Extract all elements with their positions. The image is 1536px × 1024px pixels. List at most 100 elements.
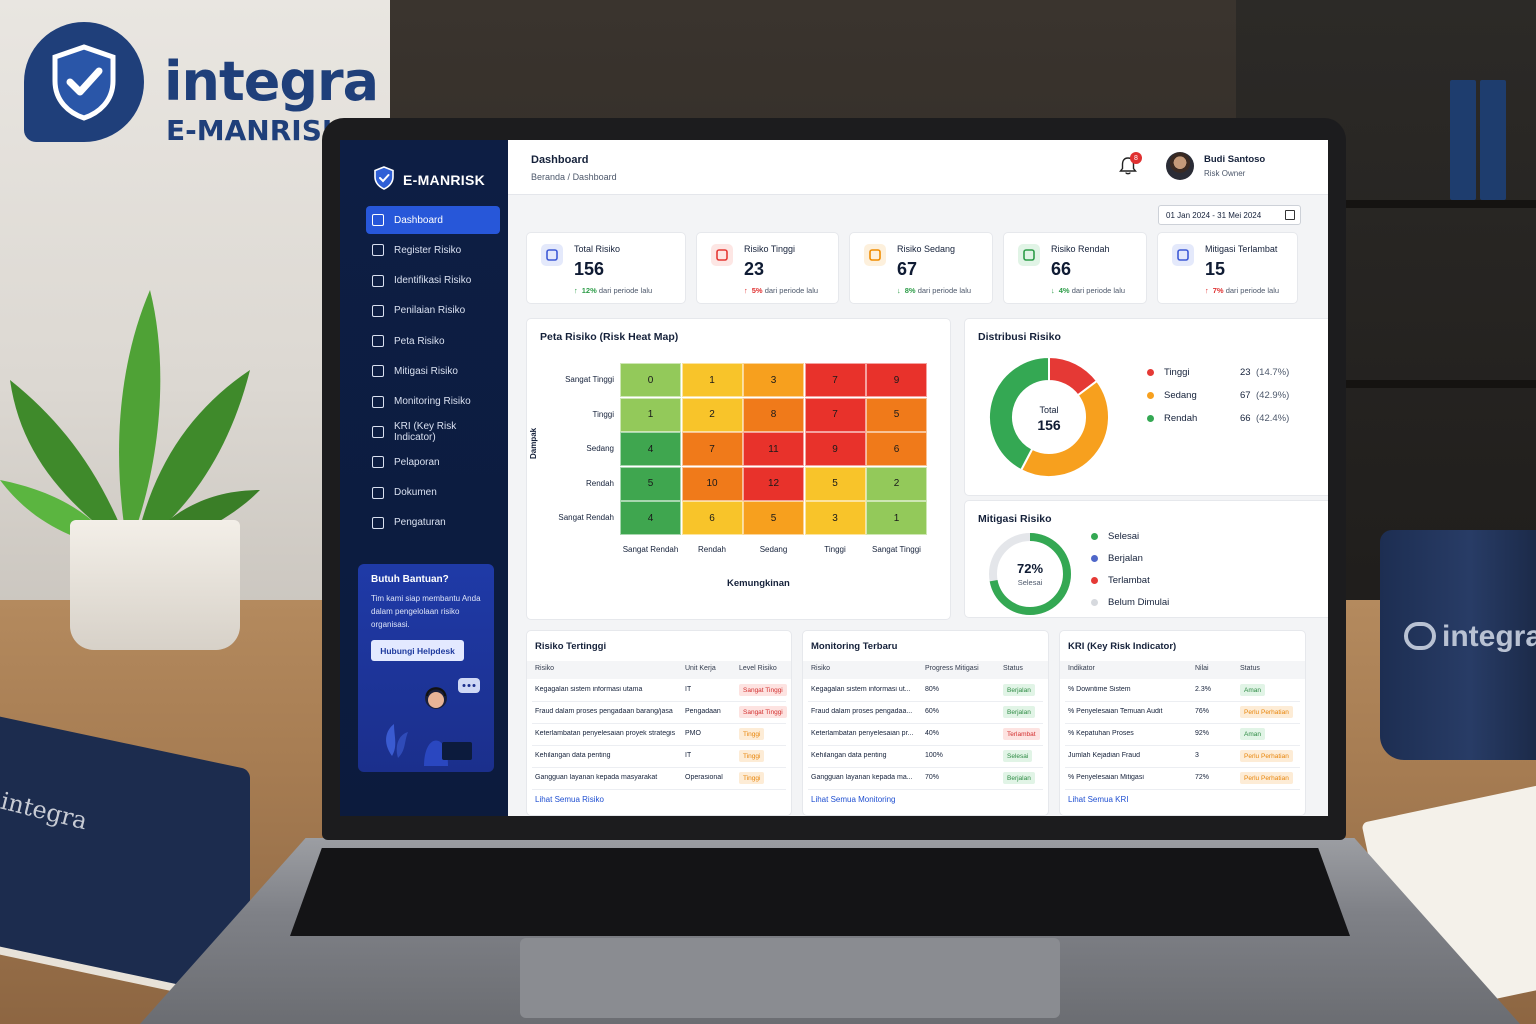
app-logo[interactable]: E-MANRISK (340, 140, 508, 200)
mitigation-card: Mitigasi Risiko 72% Selesai Selesai112Be… (964, 500, 1328, 618)
helpdesk-button[interactable]: Hubungi Helpdesk (371, 640, 464, 661)
kpi-trend-text: dari periode lalu (1225, 286, 1280, 295)
mitigation-center-label: Selesai (1017, 578, 1043, 587)
status-badge: Aman (1240, 728, 1265, 740)
heatmap-cell[interactable]: 5 (866, 397, 927, 432)
kpi-value: 67 (897, 259, 918, 279)
table-header-cell: Progress Mitigasi (925, 665, 979, 672)
sidebar-item-mitigasi[interactable]: Mitigasi Risiko (366, 357, 500, 385)
register-icon (372, 244, 384, 257)
sidebar-item-penilaian[interactable]: Penilaian Risiko (366, 297, 500, 325)
kpi-card-mitigasi-terlambat[interactable]: Mitigasi Terlambat 15 ↑ 7% dari periode lal… (1157, 232, 1298, 304)
infinity-logo-icon (1404, 622, 1436, 650)
heatmap-cell[interactable]: 1 (681, 363, 743, 397)
heatmap-cell[interactable]: 6 (681, 501, 743, 536)
table-row-divider (532, 745, 786, 746)
sidebar-item-dokumen[interactable]: Dokumen (366, 479, 500, 507)
table-header-cell: Status (1240, 665, 1260, 672)
heatmap-cell[interactable]: 5 (743, 501, 804, 536)
heatmap-cell[interactable]: 5 (620, 466, 681, 501)
sidebar-item-register[interactable]: Register Risiko (366, 236, 500, 264)
kpi-value: 23 (744, 259, 765, 279)
table-cell: % Penyelesaian Temuan Audit (1068, 708, 1163, 715)
heatmap-cell[interactable]: 8 (743, 397, 804, 432)
sidebar-item-pengaturan[interactable]: Pengaturan (366, 509, 500, 537)
sidebar-item-dashboard[interactable]: Dashboard (366, 206, 500, 234)
sidebar-item-monitoring[interactable]: Monitoring Risiko (366, 388, 500, 416)
table-cell: 60% (925, 708, 940, 715)
brand-wordmark: integra (164, 50, 379, 113)
kpi-card-total-risiko[interactable]: Total Risiko 156 ↑ 12% dari periode lalu (526, 232, 686, 304)
sidebar-item-peta[interactable]: Peta Risiko (366, 327, 500, 355)
notification-badge: 8 (1130, 152, 1142, 164)
heatmap-cell[interactable]: 9 (804, 432, 866, 467)
top_risks-view-all-link[interactable]: Lihat Semua Risiko (535, 795, 604, 804)
report-icon (372, 456, 384, 469)
legend-value: 67 (1240, 390, 1251, 401)
heatmap-cell[interactable]: 6 (866, 432, 927, 467)
arrow-up-icon: ↑ (744, 286, 748, 295)
status-badge: Berjalan (1003, 684, 1035, 696)
date-range-picker[interactable]: 01 Jan 2024 - 31 Mei 2024 (1158, 205, 1301, 225)
shield-check-icon (24, 22, 144, 142)
kri-view-all-link[interactable]: Lihat Semua KRI (1068, 795, 1129, 804)
heatmap-cell[interactable]: 5 (804, 466, 866, 501)
breadcrumb-home-link[interactable]: Beranda (531, 172, 566, 182)
sidebar-item-identifikasi[interactable]: Identifikasi Risiko (366, 267, 500, 295)
heatmap-cell[interactable]: 4 (620, 501, 681, 536)
sidebar-item-label: Monitoring Risiko (394, 396, 471, 408)
heatmap-cell[interactable]: 3 (743, 363, 804, 397)
heatmap-col-label: Sangat Rendah (622, 545, 679, 554)
heatmap-cell[interactable]: 11 (743, 432, 804, 467)
heatmap-cell[interactable]: 3 (804, 501, 866, 536)
sidebar-item-kri[interactable]: KRI (Key Risk Indicator) (366, 418, 500, 446)
top_risks-title: Risiko Tertinggi (535, 641, 607, 652)
table-cell: Keterlambatan penyelesaian proyek strate… (535, 730, 676, 737)
heatmap-cell[interactable]: 2 (681, 397, 743, 432)
heatmap-cell[interactable]: 1 (866, 501, 927, 536)
table-cell: Pengadaan (685, 708, 721, 715)
monitoring-view-all-link[interactable]: Lihat Semua Monitoring (811, 795, 896, 804)
heatmap-cell[interactable]: 7 (804, 397, 866, 432)
kpi-card-risiko-sedang[interactable]: Risiko Sedang 67 ↓ 8% dari periode lalu (849, 232, 993, 304)
assessment-icon (372, 304, 384, 317)
shield-logo-icon (373, 165, 395, 195)
sidebar-item-label: Penilaian Risiko (394, 305, 466, 317)
heatmap-cell[interactable]: 9 (866, 363, 927, 397)
table-cell: 3 (1195, 752, 1199, 759)
kpi-trend-percent: 5% (751, 286, 763, 295)
kpi-card-risiko-rendah[interactable]: Risiko Rendah 66 ↓ 4% dari periode lalu (1003, 232, 1147, 304)
avatar[interactable] (1166, 152, 1194, 180)
table-cell: 2.3% (1195, 686, 1211, 693)
heatmap-cell[interactable]: 10 (681, 466, 743, 501)
heatmap-cell[interactable]: 2 (866, 466, 927, 501)
sidebar-item-label: KRI (Key Risk Indicator) (394, 421, 457, 444)
heatmap-cell[interactable]: 7 (804, 363, 866, 397)
legend-dot (1147, 392, 1154, 399)
legend-label: Belum Dimulai (1108, 597, 1170, 608)
heatmap-cell[interactable]: 12 (743, 466, 804, 501)
monitoring-card: Monitoring Terbaru Risiko Progress Mitigas… (802, 630, 1049, 816)
heatmap-cell[interactable]: 4 (620, 432, 681, 467)
kpi-label: Mitigasi Terlambat (1205, 244, 1278, 254)
warning-icon (711, 244, 733, 266)
monitor-icon (372, 395, 384, 408)
mitigation-legend-item: Berjalan (1091, 553, 1143, 564)
heatmap-cell[interactable]: 0 (620, 363, 681, 397)
kpi-card-risiko-tinggi[interactable]: Risiko Tinggi 23 ↑ 5% dari periode lalu (696, 232, 839, 304)
donut-slice-sedang[interactable] (1019, 379, 1110, 478)
keyboard (290, 848, 1350, 936)
user-name[interactable]: Budi Santoso (1204, 154, 1266, 165)
heatmap-cell[interactable]: 1 (620, 397, 681, 432)
heatmap-cell[interactable]: 7 (681, 432, 743, 467)
mitigation-title: Mitigasi Risiko (978, 513, 1052, 525)
status-badge: Terlambat (1003, 728, 1040, 740)
status-badge: Aman (1240, 684, 1265, 696)
briefcase-icon (541, 244, 563, 266)
mug-wordmark: integra (1442, 620, 1536, 653)
monitoring-title: Monitoring Terbaru (811, 641, 898, 652)
donut-slice-rendah[interactable] (988, 355, 1050, 472)
table-cell: Operasional (685, 774, 723, 781)
user-role: Risk Owner (1204, 169, 1246, 178)
sidebar-item-pelaporan[interactable]: Pelaporan (366, 448, 500, 476)
